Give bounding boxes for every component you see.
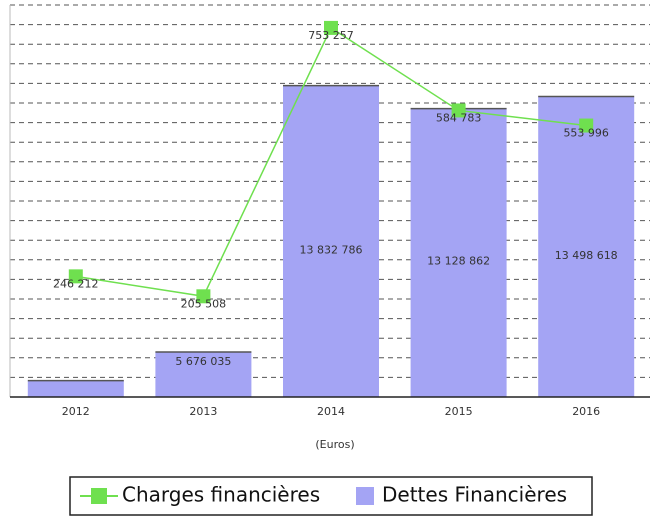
bar-value-label: 13 832 786 xyxy=(300,244,363,257)
line-value-label: 205 508 xyxy=(181,297,227,310)
line-marker xyxy=(451,103,466,118)
line-value-label: 553 996 xyxy=(563,127,609,140)
legend-box xyxy=(69,476,593,516)
line-value-label: 753 257 xyxy=(308,29,354,42)
line-value-label: 246 212 xyxy=(53,277,99,290)
bar-value-label: 5 676 035 xyxy=(175,355,231,368)
legend-swatch xyxy=(356,487,374,505)
line-marker xyxy=(324,20,338,35)
x-tick-label: 2013 xyxy=(189,405,217,418)
x-tick-label: 2014 xyxy=(317,405,345,418)
legend-label: Dettes Financières xyxy=(382,483,567,507)
legend-marker xyxy=(91,488,107,504)
line-marker xyxy=(579,118,594,133)
bar xyxy=(410,108,507,397)
bar xyxy=(538,96,635,397)
bar xyxy=(155,352,252,397)
x-axis-label: (Euros) xyxy=(315,438,354,451)
bar xyxy=(27,380,124,397)
line-marker xyxy=(68,269,83,284)
line-marker xyxy=(196,289,211,304)
x-tick-label: 2016 xyxy=(572,405,600,418)
x-tick-label: 2012 xyxy=(62,405,90,418)
line-value-label: 584 783 xyxy=(436,111,482,124)
x-tick-label: 2015 xyxy=(445,405,473,418)
bar xyxy=(283,85,379,398)
bar-value-label: 13 128 862 xyxy=(427,254,490,267)
legend-label: Charges financières xyxy=(122,483,320,507)
bar-value-label: 13 498 618 xyxy=(555,249,618,262)
